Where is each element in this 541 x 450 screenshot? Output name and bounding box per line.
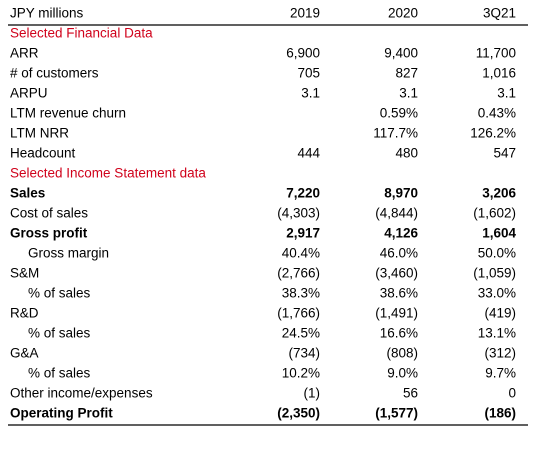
cell-value: 9.7% [485,366,516,381]
cell-value: 0.59% [380,106,418,121]
cell-value: 56 [403,386,418,401]
cell-value: 0.43% [478,106,516,121]
row-label: LTM revenue churn [10,106,126,121]
cell-value: (4,303) [277,206,320,221]
row-label: Cost of sales [10,206,88,221]
row-label: G&A [10,346,39,361]
row-label: Gross profit [10,226,88,241]
row-label: S&M [10,266,39,281]
row-label: Other income/expenses [10,386,153,401]
row-label: # of customers [10,66,99,81]
cell-value: 4,126 [384,226,418,241]
cell-value: 11,700 [476,46,516,61]
row-label: Gross margin [28,246,109,261]
row-label: % of sales [28,366,91,381]
cell-value: (1,491) [375,306,418,321]
cell-value: (1,059) [473,266,516,281]
cell-value: (2,766) [277,266,320,281]
row-label: % of sales [28,326,91,341]
row-label: R&D [10,306,39,321]
cell-value: 13.1% [478,326,516,341]
cell-value: (1,577) [375,406,418,421]
cell-value: 40.4% [282,246,320,261]
cell-value: 8,970 [384,186,418,201]
cell-value: 3.1 [399,86,418,101]
row-label: Operating Profit [10,406,113,421]
cell-value: 1,016 [482,66,516,81]
section-title: Selected Income Statement data [10,166,206,181]
row-label: ARPU [10,86,48,101]
cell-value: 16.6% [380,326,418,341]
cell-value: 1,604 [482,226,516,241]
cell-value: (312) [484,346,516,361]
cell-value: 38.6% [380,286,418,301]
cell-value: 3.1 [497,86,516,101]
column-header: 2020 [388,6,418,21]
row-label: Headcount [10,146,76,161]
row-label: Sales [10,186,45,201]
cell-value: (4,844) [375,206,418,221]
cell-value: (808) [386,346,418,361]
row-label: ARR [10,46,39,61]
cell-value: 827 [395,66,418,81]
cell-value: (1) [304,386,321,401]
cell-value: 9.0% [387,366,418,381]
cell-value: (186) [484,406,516,421]
cell-value: (1,602) [473,206,516,221]
cell-value: 10.2% [282,366,320,381]
cell-value: 705 [297,66,320,81]
cell-value: 117.7% [373,126,418,141]
cell-value: (1,766) [277,306,320,321]
cell-value: 50.0% [478,246,516,261]
cell-value: 7,220 [286,186,320,201]
row-label: LTM NRR [10,126,69,141]
cell-value: (419) [484,306,516,321]
cell-value: 33.0% [478,286,516,301]
cell-value: 3.1 [301,86,320,101]
column-header: 3Q21 [483,6,516,21]
cell-value: 6,900 [286,46,320,61]
section-title: Selected Financial Data [10,26,153,41]
cell-value: 9,400 [384,46,418,61]
cell-value: 480 [395,146,418,161]
cell-value: 126.2% [470,126,516,141]
cell-value: 547 [493,146,516,161]
cell-value: 3,206 [482,186,516,201]
cell-value: 444 [297,146,320,161]
cell-value: (3,460) [375,266,418,281]
cell-value: (734) [288,346,320,361]
cell-value: 2,917 [286,226,320,241]
cell-value: 46.0% [380,246,418,261]
cell-value: 0 [508,386,516,401]
column-header: 2019 [290,6,320,21]
row-label: % of sales [28,286,91,301]
header-label: JPY millions [10,6,84,21]
cell-value: 24.5% [282,326,320,341]
cell-value: 38.3% [282,286,320,301]
cell-value: (2,350) [277,406,320,421]
